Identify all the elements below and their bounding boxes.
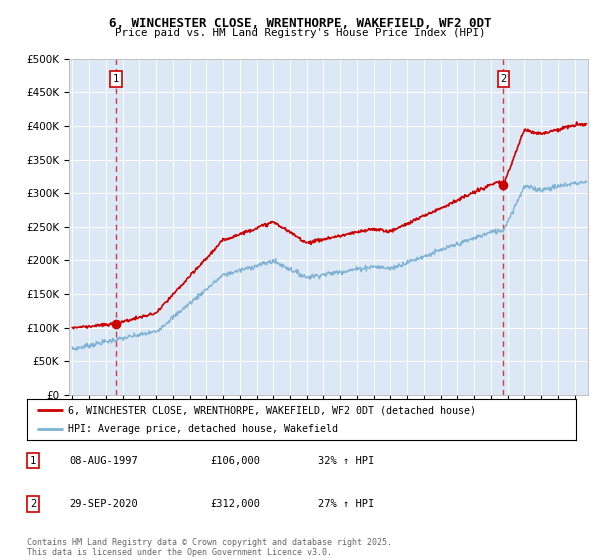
Text: £106,000: £106,000: [210, 456, 260, 466]
Text: 2: 2: [500, 74, 506, 84]
Text: 2: 2: [30, 499, 36, 509]
Text: 08-AUG-1997: 08-AUG-1997: [69, 456, 138, 466]
Text: 6, WINCHESTER CLOSE, WRENTHORPE, WAKEFIELD, WF2 0DT: 6, WINCHESTER CLOSE, WRENTHORPE, WAKEFIE…: [109, 17, 491, 30]
Text: 27% ↑ HPI: 27% ↑ HPI: [318, 499, 374, 509]
Text: 29-SEP-2020: 29-SEP-2020: [69, 499, 138, 509]
Text: 6, WINCHESTER CLOSE, WRENTHORPE, WAKEFIELD, WF2 0DT (detached house): 6, WINCHESTER CLOSE, WRENTHORPE, WAKEFIE…: [68, 405, 476, 415]
Text: Price paid vs. HM Land Registry's House Price Index (HPI): Price paid vs. HM Land Registry's House …: [115, 28, 485, 38]
Text: 1: 1: [30, 456, 36, 466]
Text: £312,000: £312,000: [210, 499, 260, 509]
Text: 32% ↑ HPI: 32% ↑ HPI: [318, 456, 374, 466]
Text: 1: 1: [113, 74, 119, 84]
Text: Contains HM Land Registry data © Crown copyright and database right 2025.
This d: Contains HM Land Registry data © Crown c…: [27, 538, 392, 557]
Text: HPI: Average price, detached house, Wakefield: HPI: Average price, detached house, Wake…: [68, 424, 338, 433]
